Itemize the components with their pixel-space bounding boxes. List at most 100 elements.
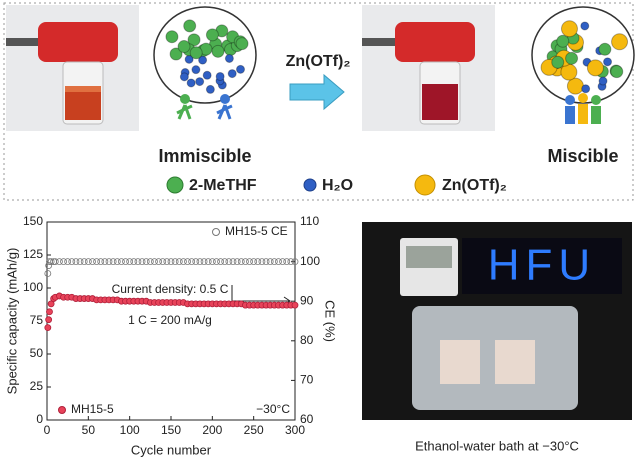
data-point [196, 258, 204, 266]
molecule [189, 46, 203, 60]
molecule [586, 59, 604, 77]
data-point [122, 258, 129, 266]
data-point [262, 258, 270, 266]
y2-tick-label: 60 [300, 412, 314, 426]
data-point [72, 258, 80, 266]
molecule [224, 53, 234, 63]
molecule [165, 30, 179, 44]
molecule [551, 55, 565, 69]
molecule [202, 70, 212, 80]
molecule [560, 20, 578, 38]
legend-marker [212, 228, 220, 236]
data-point [266, 258, 274, 266]
data-point [275, 258, 282, 266]
data-point [146, 258, 154, 266]
y-tick-label: 0 [36, 412, 43, 426]
data-point [287, 258, 295, 266]
data-point [84, 258, 92, 266]
molecule [236, 64, 246, 74]
x-tick-label: 0 [44, 423, 51, 437]
data-point [283, 258, 291, 266]
data-point [64, 258, 72, 266]
legend-swatch [303, 178, 317, 192]
molecule [611, 33, 629, 51]
data-point [44, 270, 52, 277]
y2-tick-label: 90 [300, 293, 314, 307]
molecule [565, 51, 579, 65]
legend-marker [58, 406, 66, 414]
molecule [198, 55, 208, 65]
annotation: 1 C = 200 mA/g [128, 313, 212, 327]
data-point [163, 258, 171, 266]
molecule [191, 65, 201, 75]
data-point [151, 258, 158, 266]
data-point [93, 258, 100, 266]
data-point [56, 258, 63, 266]
data-point [270, 258, 278, 266]
left-photo [6, 5, 139, 131]
data-point [204, 258, 212, 266]
immiscible-label: Immiscible [158, 146, 251, 166]
y-tick-label: 125 [23, 247, 43, 261]
y-tick-label: 25 [30, 379, 44, 393]
molecule [169, 47, 183, 61]
data-point [241, 258, 249, 266]
data-point [179, 258, 187, 266]
y-axis-title: Specific capacity (mAh/g) [4, 248, 19, 395]
data-point [225, 258, 233, 266]
data-point [105, 258, 113, 266]
data-point [44, 324, 52, 332]
data-point [237, 258, 245, 266]
y-tick-label: 150 [23, 214, 43, 228]
y2-tick-label: 100 [300, 254, 320, 268]
reaction-arrow [289, 73, 345, 111]
data-point [246, 258, 253, 266]
data-point [97, 258, 105, 266]
legend-label: H₂O [322, 177, 353, 194]
data-point [76, 258, 84, 266]
data-point [45, 262, 53, 269]
data-point [254, 258, 262, 266]
walkers [176, 94, 233, 120]
molecule [603, 57, 613, 67]
molecule [179, 72, 189, 82]
molecule [556, 34, 570, 48]
data-point [200, 258, 208, 266]
x-tick-label: 250 [244, 423, 264, 437]
data-point [51, 258, 59, 266]
molecule [211, 44, 225, 58]
y-tick-label: 75 [30, 313, 44, 327]
led-sign: HFU [488, 241, 596, 290]
reagent-label: Zn(OTf)₂ [286, 53, 351, 70]
molecule [581, 84, 591, 94]
data-point [109, 258, 117, 266]
data-point [229, 258, 237, 266]
panel-border [3, 2, 634, 201]
y2-tick-label: 70 [300, 373, 314, 387]
data-point [47, 258, 55, 266]
data-point [213, 258, 220, 266]
data-point [113, 258, 121, 266]
y2-tick-label: 110 [300, 214, 319, 228]
data-point [291, 301, 299, 309]
legend-label: 2-MeTHF [189, 177, 257, 194]
data-point [155, 258, 163, 266]
data-point [221, 258, 229, 266]
molecule [205, 84, 215, 94]
data-point [118, 258, 125, 266]
data-point [101, 258, 109, 266]
miscible-label: Miscible [547, 146, 618, 166]
data-point [233, 258, 241, 266]
legend-swatch [414, 174, 436, 196]
x-tick-label: 300 [285, 423, 305, 437]
molecule [580, 21, 590, 31]
molecule [598, 42, 612, 56]
data-point [279, 258, 287, 266]
y-tick-label: 100 [23, 280, 43, 294]
data-point [184, 258, 191, 266]
people [565, 93, 601, 124]
molecule [187, 33, 201, 47]
data-point [126, 258, 134, 266]
x-tick-label: 50 [82, 423, 96, 437]
molecule [186, 78, 196, 88]
